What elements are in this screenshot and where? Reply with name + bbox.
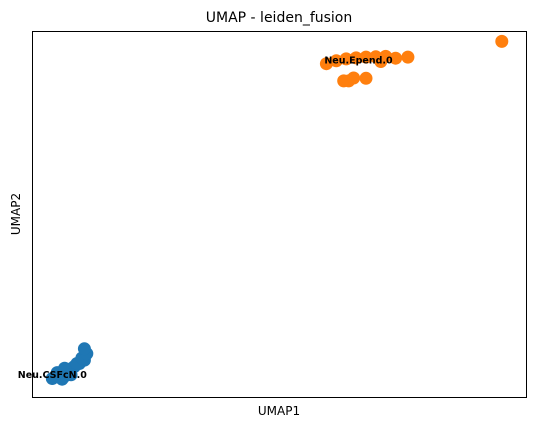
data-point <box>329 54 343 68</box>
data-point <box>401 50 415 64</box>
data-point <box>64 368 78 382</box>
data-point <box>389 51 403 65</box>
cluster-label: Neu.CSFcN.0 <box>18 370 87 381</box>
chart-title: UMAP - leiden_fusion <box>206 10 353 26</box>
cluster-labels-layer: Neu.CSFcN.0 Neu.Epend.0 <box>18 55 393 381</box>
data-point <box>319 57 333 71</box>
data-point <box>77 342 91 356</box>
data-point <box>349 51 363 65</box>
data-point <box>495 34 509 48</box>
series-neu-epend-0 <box>319 34 509 88</box>
series-neu-csfcn-0 <box>45 342 94 386</box>
data-point <box>359 50 373 64</box>
y-axis-label: UMAP2 <box>9 193 23 235</box>
plot-frame <box>32 31 527 398</box>
data-point <box>339 52 353 66</box>
data-point <box>347 71 361 85</box>
data-point <box>359 71 373 85</box>
cluster-label: Neu.Epend.0 <box>324 55 393 66</box>
points-layer <box>45 34 509 386</box>
data-point <box>374 55 388 68</box>
x-axis-label: UMAP1 <box>258 404 300 418</box>
